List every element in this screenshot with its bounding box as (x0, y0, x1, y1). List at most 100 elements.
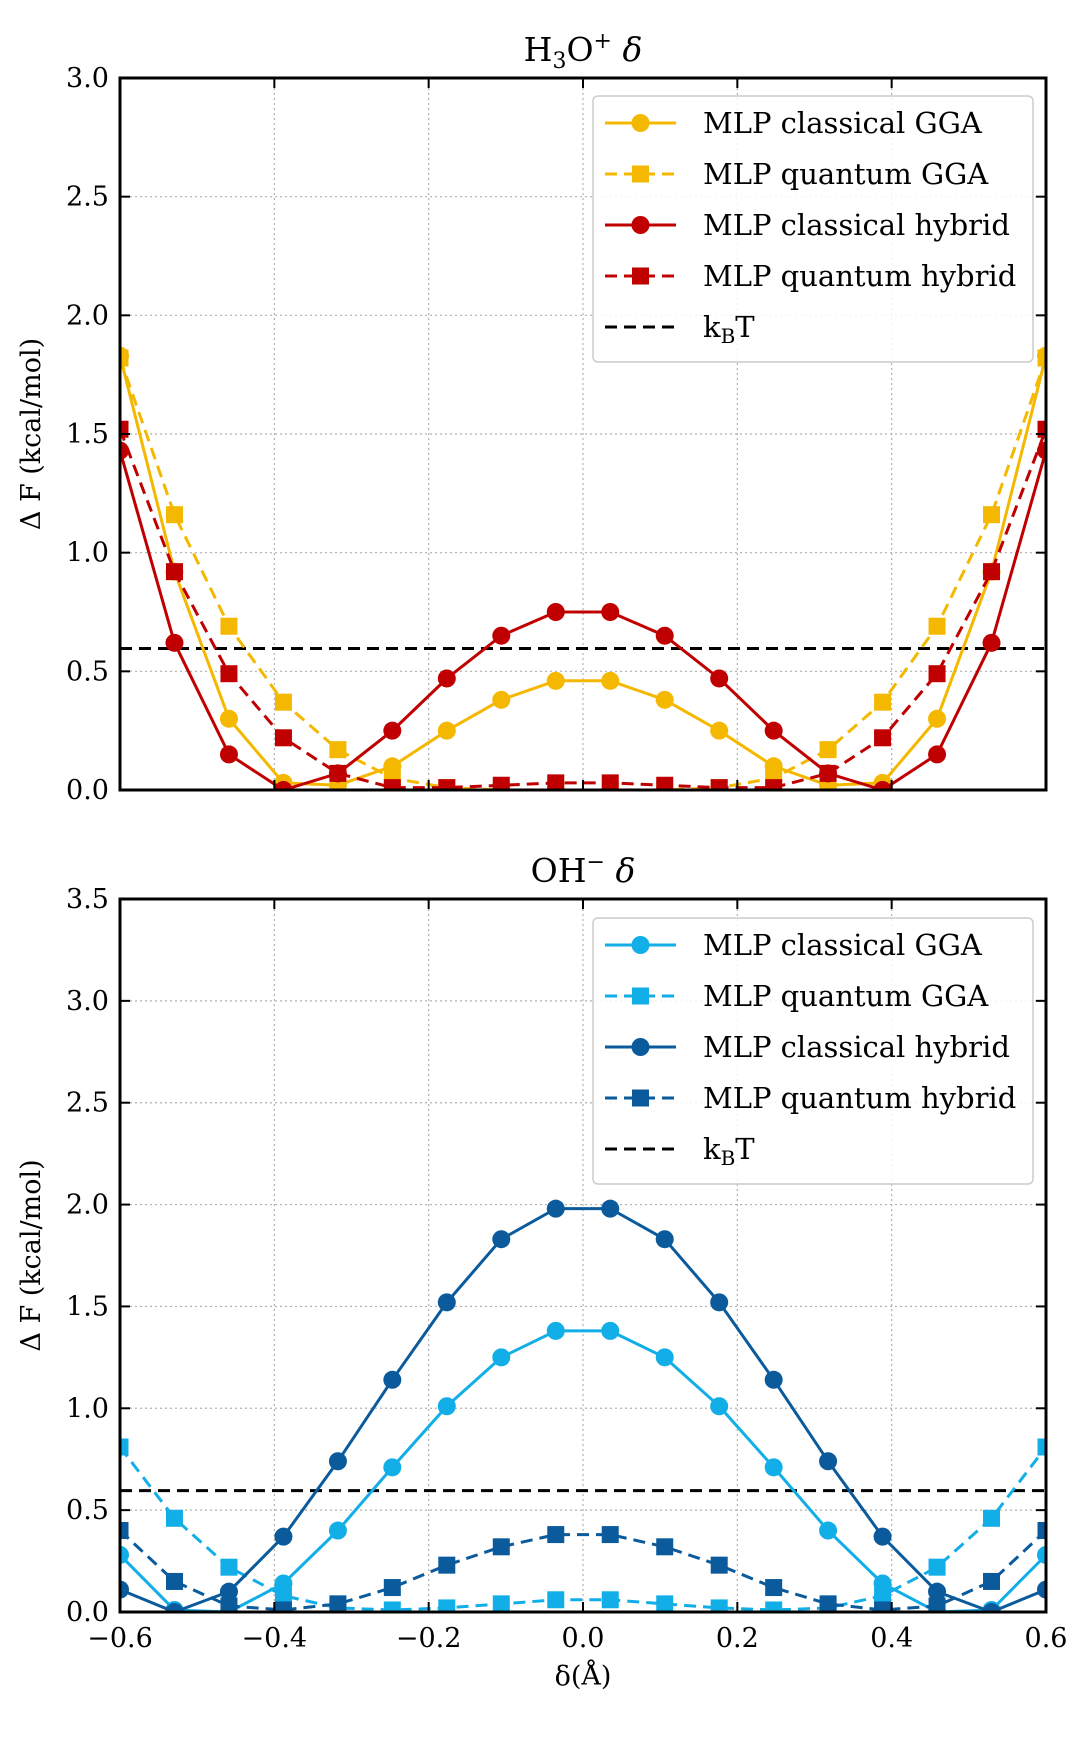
data-point (438, 1556, 456, 1574)
data-point (120, 1438, 129, 1456)
legend-entry-label: MLP classical hybrid (703, 208, 1010, 242)
data-point (819, 1452, 838, 1471)
data-point (220, 617, 238, 635)
y-tick-label: 2.0 (66, 1190, 109, 1221)
ticks (119, 77, 1047, 791)
series-0 (120, 1321, 1046, 1612)
data-point (656, 1595, 674, 1612)
x-tick-label: −0.6 (87, 1623, 153, 1654)
legend-marker (632, 267, 649, 285)
data-point (165, 563, 183, 581)
data-point (274, 781, 293, 790)
data-point (274, 1587, 292, 1605)
y-tick-label: 0.0 (66, 775, 109, 806)
data-point (492, 1230, 511, 1249)
data-point (601, 1591, 619, 1609)
y-axis-label: Δ F (kcal/mol) (16, 1159, 47, 1351)
series-line (120, 428, 1046, 790)
data-point (1037, 420, 1046, 438)
data-point (383, 721, 402, 740)
data-point (219, 745, 238, 764)
title-base: OH (531, 851, 587, 890)
series-line (120, 1207, 1046, 1612)
chart-title: H3O+ δ (524, 29, 643, 74)
kbt-base: k (703, 310, 721, 344)
data-point (874, 1587, 892, 1605)
data-point (437, 1293, 456, 1312)
kbt-tail: T (735, 1132, 755, 1166)
kbt-base: k (703, 1132, 721, 1166)
data-point (873, 1527, 892, 1546)
data-point (546, 603, 565, 621)
data-point (274, 1601, 292, 1612)
data-point (928, 1582, 947, 1601)
data-point (601, 603, 620, 621)
data-point (219, 709, 238, 728)
y-tick-label: 0.5 (66, 656, 109, 687)
data-point (983, 563, 1001, 581)
data-point (874, 729, 892, 747)
legend-entry-label: MLP classical GGA (703, 928, 983, 962)
x-tick-label: 0.4 (870, 1623, 913, 1654)
data-point (165, 1603, 184, 1612)
data-point (874, 1601, 892, 1612)
data-point (220, 1558, 238, 1576)
legend-entry-label: MLP quantum hybrid (703, 259, 1016, 293)
title-space (605, 851, 616, 890)
legend-marker (631, 936, 650, 954)
data-point (601, 1321, 620, 1340)
data-point (437, 1397, 456, 1416)
x-tick-label: 0.2 (716, 1623, 759, 1654)
legend-box (592, 917, 1034, 1185)
data-point (710, 1293, 729, 1312)
y-tick-label: 2.5 (66, 1088, 109, 1119)
legend: MLP classical GGA MLP quantum GGA MLP clas… (592, 917, 1034, 1185)
data-point (601, 671, 620, 690)
data-point (165, 1572, 183, 1590)
title-symbol: δ (622, 30, 642, 69)
data-point (120, 441, 129, 460)
legend-marker (631, 216, 650, 234)
panel-oh: 0.00.51.01.52.02.53.03.5−0.6 −0.4 −0.2 0.0 0… (16, 850, 1067, 1692)
legend-marker (632, 165, 649, 183)
data-point (547, 1526, 565, 1544)
y-tick-label: 1.0 (66, 1393, 109, 1424)
legend-entry-label: MLP quantum GGA (703, 157, 989, 191)
legend-box (592, 95, 1034, 363)
data-point (120, 1522, 129, 1540)
series-line (120, 357, 1046, 790)
data-point (655, 1348, 674, 1367)
data-point (1037, 1580, 1046, 1599)
data-point (546, 1321, 565, 1340)
data-point (1037, 1522, 1046, 1540)
data-point (383, 779, 401, 790)
title-symbol: δ (615, 851, 635, 890)
data-point (819, 741, 837, 759)
ticks (119, 898, 1047, 1613)
data-point (601, 774, 619, 790)
data-point (928, 709, 947, 728)
data-point (982, 633, 1001, 652)
data-point (165, 1509, 183, 1527)
y-tick-label: 1.0 (66, 538, 109, 569)
data-point (710, 1599, 728, 1612)
data-point (1037, 1438, 1046, 1456)
data-point (383, 1579, 401, 1597)
y-tick-label: 3.0 (66, 63, 109, 94)
x-tick-label: −0.2 (396, 1623, 462, 1654)
data-point (383, 1458, 402, 1477)
data-point (328, 1521, 347, 1540)
data-point (710, 779, 728, 790)
legend-entry-label: kBT (703, 310, 755, 348)
data-point (274, 729, 292, 747)
data-point (928, 665, 946, 683)
data-point (219, 1582, 238, 1601)
legend-marker (631, 114, 650, 132)
data-point (546, 1199, 565, 1218)
y-tick-label: 0.0 (66, 1597, 109, 1628)
data-point (274, 693, 292, 711)
legend: MLP classical GGA MLP quantum GGA MLP clas… (592, 95, 1034, 363)
data-point (764, 1370, 783, 1389)
data-point (120, 1580, 129, 1599)
